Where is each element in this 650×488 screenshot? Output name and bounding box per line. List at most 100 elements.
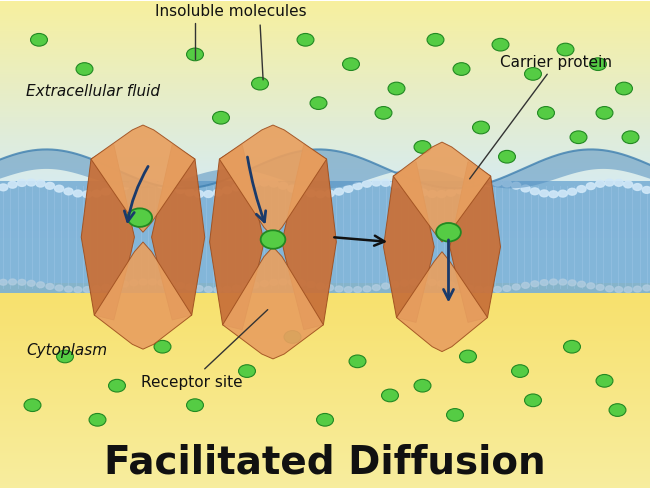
Circle shape	[564, 341, 580, 353]
Circle shape	[284, 331, 301, 344]
Circle shape	[499, 151, 515, 163]
Polygon shape	[81, 145, 135, 320]
Circle shape	[590, 59, 606, 71]
Circle shape	[616, 83, 632, 96]
Circle shape	[0, 184, 8, 191]
Circle shape	[92, 286, 100, 292]
Circle shape	[64, 286, 72, 292]
Circle shape	[624, 287, 632, 293]
Circle shape	[558, 191, 567, 198]
Circle shape	[279, 280, 287, 285]
Circle shape	[643, 285, 650, 291]
Circle shape	[158, 280, 166, 286]
Circle shape	[437, 281, 445, 287]
Circle shape	[205, 287, 213, 293]
Circle shape	[605, 180, 614, 186]
Circle shape	[27, 180, 36, 186]
Circle shape	[269, 181, 278, 187]
Circle shape	[419, 280, 427, 285]
Circle shape	[241, 182, 250, 189]
Circle shape	[493, 180, 502, 186]
Circle shape	[139, 280, 147, 285]
Circle shape	[503, 286, 511, 292]
Circle shape	[76, 63, 93, 76]
Circle shape	[130, 280, 138, 286]
Circle shape	[344, 186, 353, 193]
Circle shape	[570, 132, 587, 144]
Circle shape	[148, 180, 157, 187]
Circle shape	[549, 191, 558, 198]
Circle shape	[317, 284, 324, 289]
Circle shape	[127, 209, 152, 227]
Circle shape	[419, 190, 428, 197]
Circle shape	[521, 283, 529, 289]
Circle shape	[381, 180, 390, 187]
Circle shape	[36, 282, 44, 288]
Circle shape	[64, 189, 73, 195]
Polygon shape	[396, 252, 488, 352]
Circle shape	[596, 375, 613, 387]
Circle shape	[525, 394, 541, 407]
Circle shape	[456, 285, 464, 290]
Circle shape	[129, 181, 138, 188]
Polygon shape	[393, 143, 491, 243]
Circle shape	[27, 281, 35, 286]
Circle shape	[55, 285, 63, 291]
Text: Cytoplasm: Cytoplasm	[26, 342, 107, 357]
Circle shape	[18, 280, 26, 285]
Circle shape	[530, 188, 540, 195]
Circle shape	[428, 280, 436, 286]
Circle shape	[512, 365, 528, 378]
Circle shape	[567, 189, 577, 196]
Circle shape	[74, 287, 82, 293]
Polygon shape	[282, 145, 337, 330]
Circle shape	[325, 191, 334, 198]
Circle shape	[335, 286, 343, 292]
Circle shape	[36, 181, 45, 187]
Circle shape	[557, 44, 574, 57]
Circle shape	[375, 107, 392, 120]
Circle shape	[176, 187, 185, 194]
Circle shape	[538, 107, 554, 120]
Circle shape	[492, 39, 509, 52]
Circle shape	[634, 286, 642, 292]
Circle shape	[453, 63, 470, 76]
Circle shape	[297, 34, 314, 47]
Circle shape	[261, 231, 285, 249]
Circle shape	[278, 183, 287, 190]
Circle shape	[465, 286, 473, 292]
Circle shape	[83, 287, 91, 293]
Circle shape	[568, 280, 576, 286]
Circle shape	[414, 380, 431, 392]
Circle shape	[138, 180, 148, 186]
Polygon shape	[209, 145, 264, 330]
Circle shape	[391, 182, 400, 188]
Circle shape	[195, 286, 203, 292]
Circle shape	[18, 180, 27, 187]
Circle shape	[306, 191, 315, 198]
Circle shape	[363, 181, 372, 188]
Circle shape	[111, 186, 120, 193]
Text: Facilitated Diffusion: Facilitated Diffusion	[104, 442, 546, 480]
Circle shape	[475, 287, 483, 293]
Circle shape	[614, 180, 623, 187]
Polygon shape	[222, 247, 324, 359]
Circle shape	[344, 287, 352, 293]
Circle shape	[121, 282, 129, 287]
Circle shape	[223, 287, 231, 293]
Circle shape	[157, 182, 166, 188]
Circle shape	[261, 281, 268, 287]
Polygon shape	[219, 126, 326, 238]
Circle shape	[465, 185, 474, 191]
Polygon shape	[450, 162, 500, 323]
Circle shape	[8, 182, 17, 189]
Circle shape	[83, 191, 92, 198]
Circle shape	[372, 180, 381, 186]
Circle shape	[232, 184, 241, 191]
Circle shape	[400, 281, 408, 286]
Circle shape	[595, 181, 604, 188]
Circle shape	[521, 186, 530, 193]
Polygon shape	[94, 243, 192, 349]
Circle shape	[270, 280, 278, 286]
Circle shape	[428, 191, 437, 198]
